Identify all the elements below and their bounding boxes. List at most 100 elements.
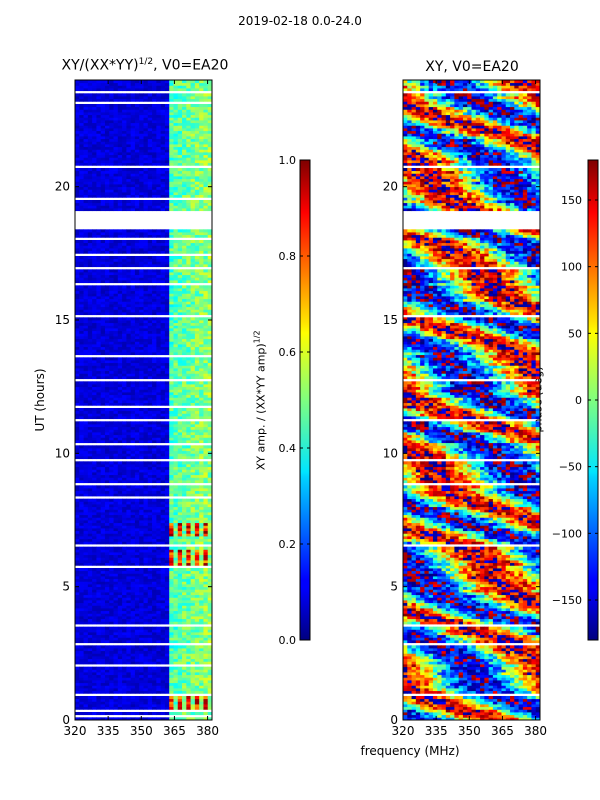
left-heat-cell: [164, 517, 170, 521]
left-heat-cell: [177, 360, 183, 364]
left-heat-cell: [143, 666, 149, 670]
left-heat-cell: [203, 381, 209, 385]
left-heat-cell: [199, 605, 204, 609]
left-heat-cell: [87, 573, 93, 577]
left-heat-cell: [199, 413, 204, 417]
left-heat-cell: [139, 328, 144, 332]
left-heat-cell: [117, 586, 123, 590]
left-heat-cell: [83, 493, 89, 497]
left-heat-cell: [126, 386, 132, 390]
left-heat-cell: [75, 538, 80, 542]
left-heat-cell: [79, 381, 84, 385]
left-heat-cell: [122, 288, 127, 292]
left-heat-cell: [207, 522, 213, 526]
left-heat-cell: [152, 570, 157, 574]
left-heat-cell: [156, 256, 162, 260]
left-heat-cell: [75, 394, 80, 398]
left-heat-cell: [130, 402, 136, 406]
left-heat-cell: [199, 672, 204, 676]
left-heat-cell: [207, 533, 213, 537]
left-heat-cell: [190, 648, 196, 652]
left-heat-cell: [143, 258, 149, 262]
left-heat-cell: [186, 421, 191, 425]
left-heat-cell: [87, 336, 93, 340]
left-heat-cell: [203, 608, 209, 612]
left-heat-cell: [156, 301, 162, 305]
left-heat-cell: [182, 328, 187, 332]
left-heat-cell: [147, 573, 153, 577]
left-heat-cell: [134, 424, 140, 428]
left-heat-cell: [160, 397, 166, 401]
left-heat-cell: [147, 360, 153, 364]
left-heat-cell: [177, 365, 183, 369]
left-heat-cell: [177, 416, 183, 420]
left-heat-cell: [75, 549, 80, 553]
left-heat-cell: [169, 301, 174, 305]
left-heat-cell: [139, 277, 144, 281]
left-heat-cell: [169, 506, 174, 510]
left-heat-cell: [160, 560, 166, 564]
left-heat-cell: [190, 434, 196, 438]
left-heat-cell: [152, 349, 157, 353]
left-heat-cell: [104, 362, 110, 366]
left-heat-cell: [203, 560, 209, 564]
left-heat-cell: [113, 357, 119, 361]
left-heat-cell: [156, 584, 162, 588]
left-heat-cell: [147, 370, 153, 374]
left-heat-cell: [96, 344, 102, 348]
left-heat-cell: [75, 434, 80, 438]
left-heat-cell: [139, 309, 144, 313]
left-heat-cell: [130, 674, 136, 678]
left-heat-cell: [160, 554, 166, 558]
left-heat-cell: [96, 637, 102, 641]
left-heat-cell: [122, 610, 127, 614]
left-heat-cell: [113, 666, 119, 670]
left-heat-cell: [75, 480, 80, 484]
left-heat-cell: [134, 650, 140, 654]
left-heat-cell: [152, 397, 157, 401]
left-heat-cell: [152, 608, 157, 612]
left-heat-cell: [92, 570, 97, 574]
left-heat-cell: [143, 376, 149, 380]
left-heat-cell: [87, 272, 93, 276]
left-heat-cell: [117, 512, 123, 516]
left-heat-cell: [79, 698, 84, 702]
left-heat-cell: [186, 298, 191, 302]
left-heat-cell: [117, 613, 123, 617]
left-heat-cell: [92, 605, 97, 609]
left-heat-cell: [113, 416, 119, 420]
left-heat-cell: [122, 680, 127, 684]
left-heat-cell: [164, 402, 170, 406]
left-heat-cell: [113, 533, 119, 537]
left-heat-cell: [87, 480, 93, 484]
left-heat-cell: [152, 666, 157, 670]
left-heat-cell: [173, 288, 179, 292]
left-heat-cell: [139, 477, 144, 481]
left-heat-cell: [113, 597, 119, 601]
left-heat-cell: [134, 525, 140, 529]
left-heat-cell: [126, 562, 132, 566]
left-heat-cell: [156, 629, 162, 633]
left-heat-cell: [122, 658, 127, 662]
left-heat-cell: [122, 258, 127, 262]
left-heat-cell: [104, 285, 110, 289]
left-heat-cell: [143, 277, 149, 281]
left-heat-cell: [207, 562, 213, 566]
left-heat-cell: [113, 421, 119, 425]
left-heat-cell: [203, 434, 209, 438]
left-heat-cell: [117, 514, 123, 518]
left-heat-cell: [104, 381, 110, 385]
left-heat-cell: [160, 512, 166, 516]
left-heat-cell: [147, 661, 153, 665]
left-heat-cell: [109, 546, 114, 550]
left-heat-cell: [130, 445, 136, 449]
left-heat-cell: [100, 440, 106, 444]
left-heat-cell: [75, 616, 80, 620]
left-heat-cell: [164, 453, 170, 457]
left-heat-cell: [134, 661, 140, 665]
left-heat-cell: [75, 600, 80, 604]
left-heat-cell: [203, 325, 209, 329]
left-heat-cell: [147, 520, 153, 524]
left-heat-cell: [134, 618, 140, 622]
left-heat-cell: [169, 706, 174, 710]
